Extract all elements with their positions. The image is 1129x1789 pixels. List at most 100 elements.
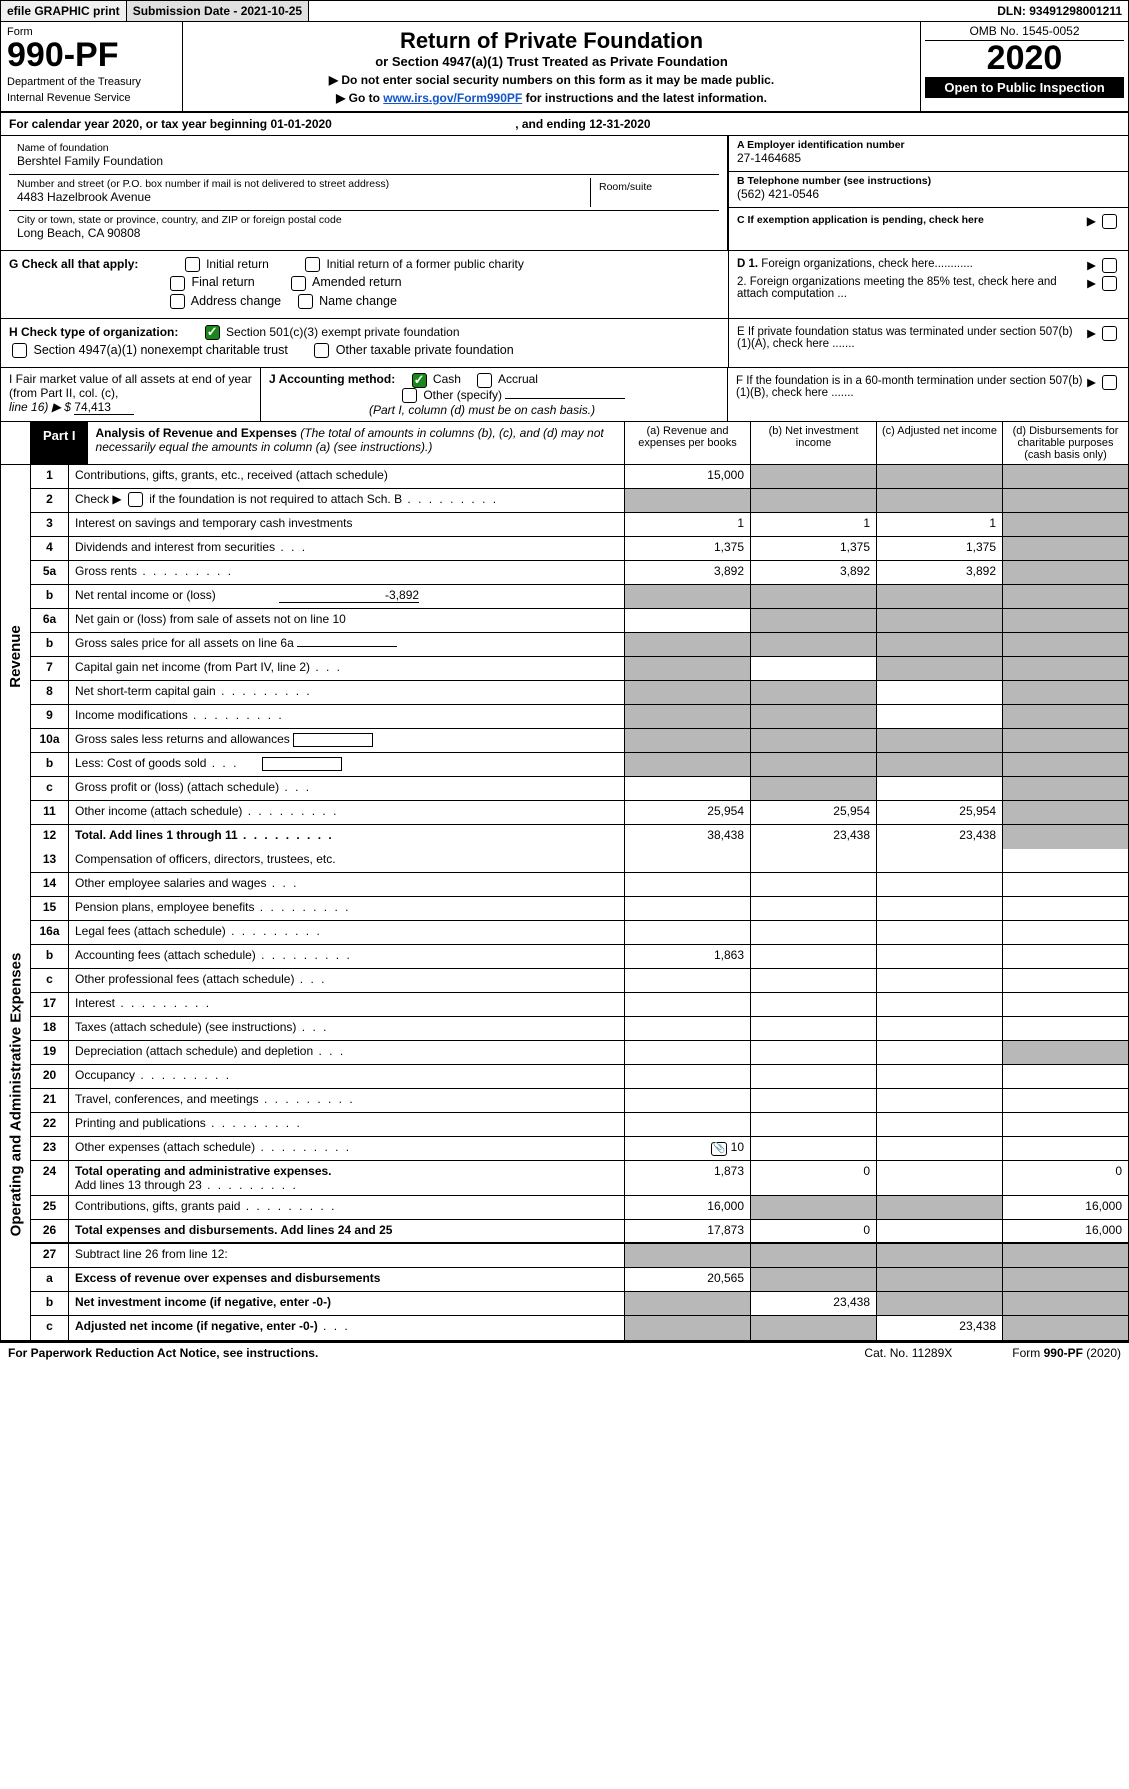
d2-checkbox[interactable] — [1102, 276, 1117, 291]
attachment-icon[interactable]: 📎 — [711, 1142, 727, 1156]
part1-badge: Part I — [31, 422, 88, 464]
line-no: b — [31, 1292, 69, 1315]
row-27c: c Adjusted net income (if negative, ente… — [31, 1316, 1128, 1340]
cell-b: 1,375 — [750, 537, 876, 560]
dots-icon — [242, 804, 338, 818]
line-desc: Interest — [69, 993, 624, 1016]
cell-c — [876, 489, 1002, 512]
cell-c — [876, 777, 1002, 800]
line-desc: Total expenses and disbursements. Add li… — [69, 1220, 624, 1242]
line-desc: Other expenses (attach schedule) — [69, 1137, 624, 1160]
cell-c — [876, 1268, 1002, 1291]
row-12: 12 Total. Add lines 1 through 11 38,438 … — [31, 825, 1128, 849]
4947-checkbox[interactable] — [12, 343, 27, 358]
g-opt4: Amended return — [312, 275, 402, 289]
city-state-zip: Long Beach, CA 90808 — [17, 226, 711, 240]
form-number: 990-PF — [7, 38, 176, 72]
cell-d — [1002, 1041, 1128, 1064]
row-2: 2 Check ▶ if the foundation is not requi… — [31, 489, 1128, 513]
cell-c — [876, 945, 1002, 968]
h-section: H Check type of organization: Section 50… — [1, 319, 728, 368]
cell-d — [1002, 753, 1128, 776]
form-note-2: ▶ Go to www.irs.gov/Form990PF for instru… — [191, 91, 912, 105]
accrual-checkbox[interactable] — [477, 373, 492, 388]
phone-row: B Telephone number (see instructions) (5… — [729, 172, 1128, 208]
cell-c — [876, 1041, 1002, 1064]
revenue-rows: 1 Contributions, gifts, grants, etc., re… — [31, 465, 1128, 849]
dots-icon — [256, 948, 352, 962]
other-taxable-checkbox[interactable] — [314, 343, 329, 358]
cell-b — [750, 1316, 876, 1340]
cell-c — [876, 1089, 1002, 1112]
cell-a — [624, 609, 750, 632]
line-desc: Travel, conferences, and meetings — [69, 1089, 624, 1112]
line-no: 15 — [31, 897, 69, 920]
cell-d — [1002, 801, 1128, 824]
initial-former-checkbox[interactable] — [305, 257, 320, 272]
d1-checkbox[interactable] — [1102, 258, 1117, 273]
sch-b-checkbox[interactable] — [128, 492, 143, 507]
cell-a — [624, 681, 750, 704]
row-5b: b Net rental income or (loss) -3,892 — [31, 585, 1128, 609]
amended-return-checkbox[interactable] — [291, 276, 306, 291]
f-checkbox[interactable] — [1102, 375, 1117, 390]
name-change-checkbox[interactable] — [298, 294, 313, 309]
cell-b — [750, 993, 876, 1016]
i-section: I Fair market value of all assets at end… — [1, 368, 261, 421]
cash-checkbox[interactable] — [412, 373, 427, 388]
dots-icon — [206, 1116, 302, 1130]
501c3-checkbox[interactable] — [205, 325, 220, 340]
cell-d — [1002, 1089, 1128, 1112]
identity-left: Name of foundation Bershtel Family Found… — [1, 136, 728, 250]
form990pf-link[interactable]: www.irs.gov/Form990PF — [383, 91, 522, 105]
line-no: 20 — [31, 1065, 69, 1088]
line-no: 5a — [31, 561, 69, 584]
line-desc: Gross profit or (loss) (attach schedule) — [69, 777, 624, 800]
part1-title: Analysis of Revenue and Expenses — [96, 426, 297, 440]
row-21: 21 Travel, conferences, and meetings — [31, 1089, 1128, 1113]
cell-c — [876, 465, 1002, 488]
cell-a: 1 — [624, 513, 750, 536]
street-address: 4483 Hazelbrook Avenue — [17, 190, 590, 204]
open-public-badge: Open to Public Inspection — [925, 77, 1124, 98]
e-checkbox[interactable] — [1102, 326, 1117, 341]
exemption-checkbox[interactable] — [1102, 214, 1117, 229]
cell-d — [1002, 1137, 1128, 1160]
submission-date: Submission Date - 2021-10-25 — [127, 1, 309, 21]
line-no: c — [31, 1316, 69, 1340]
row-22: 22 Printing and publications — [31, 1113, 1128, 1137]
col-c-header: (c) Adjusted net income — [876, 422, 1002, 464]
address-change-checkbox[interactable] — [170, 294, 185, 309]
cell-a: 38,438 — [624, 825, 750, 849]
room-label: Room/suite — [599, 181, 703, 193]
form-subtitle: or Section 4947(a)(1) Trust Treated as P… — [191, 54, 912, 69]
line-no: 3 — [31, 513, 69, 536]
cell-d — [1002, 513, 1128, 536]
row-20: 20 Occupancy — [31, 1065, 1128, 1089]
cell-a — [624, 705, 750, 728]
cell-d — [1002, 489, 1128, 512]
f-section: F If the foundation is in a 60-month ter… — [728, 368, 1128, 421]
cell-b — [750, 969, 876, 992]
arrow-icon: ▶ — [1087, 375, 1096, 389]
initial-return-checkbox[interactable] — [185, 257, 200, 272]
cell-d — [1002, 1065, 1128, 1088]
cell-b: 0 — [750, 1161, 876, 1195]
line-no: b — [31, 585, 69, 608]
cell-a — [624, 873, 750, 896]
cell-c — [876, 681, 1002, 704]
cell-c — [876, 1113, 1002, 1136]
line-desc: Printing and publications — [69, 1113, 624, 1136]
dots-icon — [238, 828, 334, 842]
cell-d — [1002, 1268, 1128, 1291]
dots-icon — [135, 1068, 231, 1082]
cell-a — [624, 1065, 750, 1088]
d-section: D 1. Foreign organizations, check here..… — [728, 251, 1128, 318]
line-desc: Depreciation (attach schedule) and deple… — [69, 1041, 624, 1064]
row-7: 7 Capital gain net income (from Part IV,… — [31, 657, 1128, 681]
line-no: 19 — [31, 1041, 69, 1064]
cell-a: 15,000 — [624, 465, 750, 488]
line-desc: Less: Cost of goods sold — [69, 753, 624, 776]
final-return-checkbox[interactable] — [170, 276, 185, 291]
other-method-checkbox[interactable] — [402, 388, 417, 403]
